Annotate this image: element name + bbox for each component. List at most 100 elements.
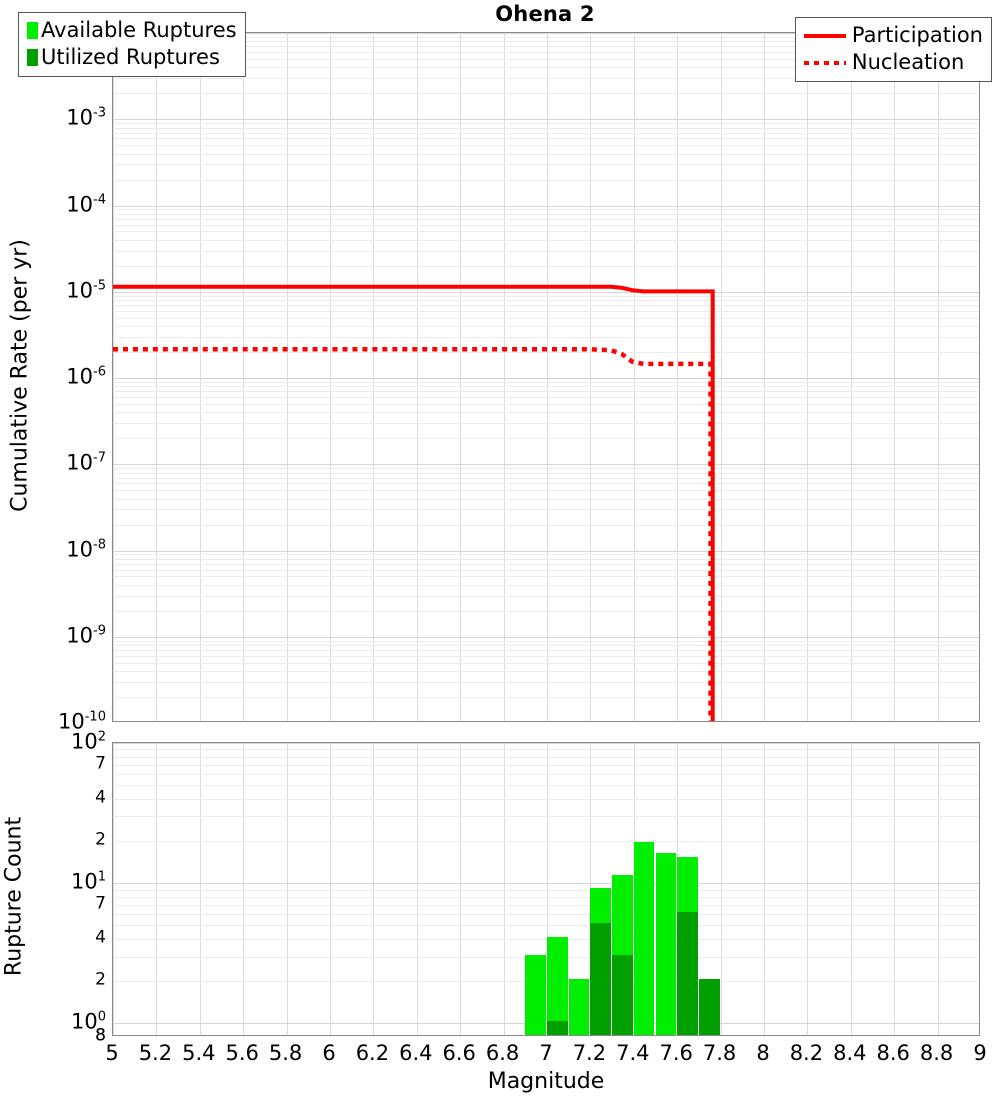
legend-label: Available Ruptures xyxy=(41,18,237,42)
gridline-horizontal-major xyxy=(113,205,979,207)
legend-item-available-ruptures: Available Ruptures xyxy=(27,17,237,44)
gridline-horizontal-minor xyxy=(113,132,979,134)
gridline-horizontal-minor xyxy=(113,265,979,267)
histogram-bar xyxy=(655,743,677,1035)
gridline-vertical xyxy=(460,33,462,721)
gridline-horizontal-minor xyxy=(113,774,979,776)
gridline-vertical xyxy=(547,33,548,721)
y-tick-label-minor: 7 xyxy=(95,753,106,774)
gridline-horizontal-minor xyxy=(113,798,979,800)
gridline-horizontal-minor xyxy=(113,310,979,312)
gridline-vertical xyxy=(547,743,548,1035)
x-tick-label: 7.4 xyxy=(616,1041,650,1065)
bar-segment-utilized xyxy=(547,1021,568,1035)
y-tick-label-minor: 8 xyxy=(95,1025,106,1046)
x-tick-label: 7 xyxy=(539,1041,553,1065)
gridline-horizontal-major xyxy=(113,550,979,552)
gridline-vertical xyxy=(156,33,158,721)
gridline-vertical xyxy=(416,743,418,1035)
utilized-ruptures-swatch-icon xyxy=(27,49,38,66)
rupture-count-plot xyxy=(112,742,980,1036)
gridline-horizontal-minor xyxy=(113,58,979,60)
gridline-horizontal-minor xyxy=(113,153,979,155)
x-tick-label: 8.8 xyxy=(919,1041,954,1065)
gridline-vertical xyxy=(460,743,462,1035)
x-tick-label: 6.4 xyxy=(399,1041,433,1065)
gridline-horizontal-major xyxy=(113,743,979,744)
bar-segment-available xyxy=(655,852,677,1035)
gridline-horizontal-minor xyxy=(113,939,979,940)
bar-segment-available xyxy=(568,979,590,1035)
gridline-horizontal-minor xyxy=(113,239,979,241)
legend-rupture-count: Available Ruptures Utilized Ruptures xyxy=(18,12,246,77)
x-tick-label: 8.2 xyxy=(789,1041,824,1065)
gridline-vertical xyxy=(373,33,375,721)
gridline-horizontal-minor xyxy=(113,381,979,383)
y-tick-label: 100 xyxy=(70,1009,106,1034)
gridline-vertical xyxy=(764,743,765,1035)
gridline-horizontal-minor xyxy=(113,213,979,215)
gridline-horizontal-major xyxy=(113,291,979,293)
gridline-vertical xyxy=(590,33,592,721)
gridline-horizontal-minor xyxy=(113,397,979,399)
gridline-horizontal-minor xyxy=(113,645,979,647)
x-tick-label: 9 xyxy=(973,1041,987,1065)
participation-line-icon xyxy=(803,27,846,45)
x-tick-label: 6.8 xyxy=(485,1041,520,1065)
gridline-vertical xyxy=(243,743,245,1035)
y-tick-label-minor: 8 xyxy=(95,1025,106,1046)
gridline-horizontal-minor xyxy=(113,671,979,673)
gridline-vertical xyxy=(807,743,809,1035)
bar-segment-utilized xyxy=(677,912,698,1035)
x-tick-label: 5.8 xyxy=(268,1041,303,1065)
gridline-horizontal-minor xyxy=(113,438,979,440)
legend-label: Nucleation xyxy=(851,50,965,74)
gridline-horizontal-minor xyxy=(113,231,979,233)
x-tick-label: 5.2 xyxy=(138,1041,173,1065)
gridline-vertical xyxy=(720,33,722,721)
gridline-horizontal-minor xyxy=(113,164,979,166)
gridline-horizontal-minor xyxy=(113,498,979,500)
y-axis-label-top: Cumulative Rate (per yr) xyxy=(7,239,33,512)
gridline-horizontal-minor xyxy=(113,127,979,129)
gridline-horizontal-minor xyxy=(113,317,979,319)
y-tick-label-minor: 7 xyxy=(95,893,106,914)
y-tick-label: 10-9 xyxy=(66,623,106,648)
y-tick-label-minor: 2 xyxy=(95,829,106,850)
gridline-horizontal-minor xyxy=(113,563,979,565)
gridline-vertical xyxy=(850,33,852,721)
legend-label: Utilized Ruptures xyxy=(41,45,220,69)
gridline-horizontal-minor xyxy=(113,764,979,766)
gridline-horizontal-minor xyxy=(113,36,979,38)
legend-item-participation: Participation xyxy=(803,22,983,49)
gridline-horizontal-minor xyxy=(113,569,979,571)
gridline-horizontal-minor xyxy=(113,925,979,927)
gridline-vertical xyxy=(503,33,505,721)
y-axis-label-bottom: Rupture Count xyxy=(1,816,27,977)
gridline-vertical xyxy=(243,33,245,721)
curve-nucleation xyxy=(113,347,713,721)
gridline-horizontal-minor xyxy=(113,576,979,578)
gridline-vertical xyxy=(286,743,288,1035)
gridline-vertical xyxy=(503,743,505,1035)
y-tick-label: 10-6 xyxy=(66,364,106,389)
x-axis-label: Magnitude xyxy=(487,1069,605,1094)
gridline-horizontal-minor xyxy=(113,123,979,125)
gridline-vertical xyxy=(156,743,158,1035)
gridline-horizontal-minor xyxy=(113,956,979,958)
bar-segment-utilized xyxy=(612,954,633,1035)
gridline-horizontal-minor xyxy=(113,756,979,758)
gridline-horizontal-minor xyxy=(113,483,979,485)
y-tick-label: 10-8 xyxy=(66,537,106,561)
gridline-horizontal-minor xyxy=(113,218,979,220)
page-title: Ohena 2 xyxy=(495,2,595,26)
gridline-horizontal-minor xyxy=(113,981,979,983)
legend-item-utilized-ruptures: Utilized Ruptures xyxy=(27,44,237,71)
x-tick-label: 7.2 xyxy=(572,1041,607,1065)
y-tick-label: 10-5 xyxy=(66,278,106,303)
gridline-vertical xyxy=(416,33,418,721)
y-tick-label: 10-4 xyxy=(66,192,106,216)
nucleation-line-icon xyxy=(803,54,846,72)
gridline-horizontal-minor xyxy=(113,554,979,556)
